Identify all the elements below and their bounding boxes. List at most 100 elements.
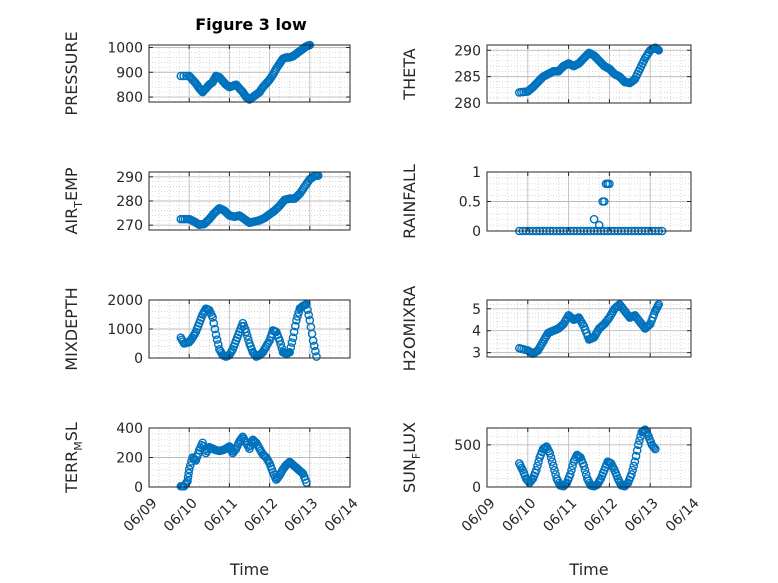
series-mixdepth <box>176 300 321 361</box>
data-point <box>600 197 609 206</box>
axes-frame <box>486 427 692 488</box>
y-axis-label-main: SUN <box>400 459 419 493</box>
x-ticks <box>486 172 692 231</box>
data-point <box>287 338 297 347</box>
y-tick-label: 1000 <box>107 40 143 56</box>
y-tick-label: 900 <box>116 65 143 81</box>
y-axis-label-subscript: F <box>410 453 423 459</box>
subplot-theta: 280 285 290 THETA <box>400 43 692 112</box>
y-axis-label-main: PRESSURE <box>62 31 81 115</box>
y-axis-label: H2OMIXRA <box>400 286 419 372</box>
series-airtemp <box>176 171 323 229</box>
subplot-mixdepth: 0 1000 2000 MIXDEPTH <box>62 287 351 371</box>
y-axis-label-main: RAINFALL <box>400 164 419 239</box>
data-point <box>290 321 300 331</box>
data-point <box>184 464 194 474</box>
data-point <box>242 331 252 341</box>
data-point <box>241 327 251 337</box>
data-point <box>634 440 643 450</box>
data-point <box>285 347 295 357</box>
x-ticks <box>486 45 692 103</box>
series-sunflux <box>515 425 660 491</box>
data-point <box>212 335 222 344</box>
data-point <box>628 465 637 475</box>
subplot-grid: 800 900 1000 PRESSURE 280 285 290 THETA 27028029… <box>62 31 703 579</box>
data-point <box>527 475 537 485</box>
data-point <box>644 320 654 330</box>
y-tick-label: 270 <box>116 218 143 234</box>
x-ticks <box>148 45 351 102</box>
y-tick-label: 290 <box>116 170 143 186</box>
data-point <box>211 330 221 340</box>
data-point <box>304 310 313 320</box>
y-tick-label: 285 <box>454 70 481 86</box>
series-h2omixra <box>515 300 664 359</box>
y-axis-label-main: TERR <box>62 451 81 494</box>
data-point <box>311 346 320 356</box>
subplot-rainfall: 0 0.5 1 RAINFALL <box>400 164 692 240</box>
major-grid <box>486 300 692 357</box>
axes-frame <box>486 299 692 358</box>
y-axis-label: MIXDEPTH <box>62 287 81 370</box>
x-ticks <box>486 300 692 357</box>
subplot-airtemp: 270 280 290 AIRTEMP <box>62 167 351 235</box>
series-pressure <box>176 40 315 104</box>
data-point <box>184 468 193 478</box>
series-terrmsl <box>176 432 311 491</box>
y-tick-labels: 3 4 5 <box>472 302 691 362</box>
y-tick-label: 500 <box>454 438 481 454</box>
data-point <box>589 214 599 224</box>
y-tick-label: 5 <box>472 302 481 318</box>
data-point <box>631 451 641 461</box>
data-point <box>594 220 604 230</box>
series-theta <box>515 43 664 97</box>
x-axis-label: Time <box>229 560 269 579</box>
y-tick-labels: 0 1000 2000 <box>107 293 350 367</box>
data-point <box>632 446 642 455</box>
y-axis-label: THETA <box>400 48 419 100</box>
data-point <box>605 179 614 189</box>
axes-frame <box>148 44 351 103</box>
data-point <box>302 300 311 309</box>
data-point <box>210 324 220 334</box>
data-point <box>275 336 284 345</box>
data-point <box>209 318 219 328</box>
y-tick-label: 280 <box>454 96 481 112</box>
data-point <box>303 305 312 314</box>
y-axis-label: AIRTEMP <box>62 167 85 234</box>
y-axis-label-subscript: M <box>72 441 85 451</box>
y-tick-label: 3 <box>472 346 481 362</box>
y-axis-label-main: THETA <box>400 48 419 100</box>
data-point <box>654 45 664 55</box>
data-point <box>276 340 286 349</box>
y-tick-labels: 270 280 290 <box>116 170 350 234</box>
axes-frame <box>486 44 692 104</box>
data-point <box>566 470 575 479</box>
y-tick-labels: 800 900 1000 <box>107 40 350 106</box>
y-axis-label-suffix: LUX <box>400 422 419 453</box>
y-axis-label: SUNFLUX <box>400 422 423 493</box>
x-axis-label: Time <box>568 560 608 579</box>
y-tick-label: 800 <box>116 90 143 106</box>
data-point <box>176 71 186 81</box>
y-axis-label: RAINFALL <box>400 164 419 239</box>
data-point <box>182 71 191 81</box>
y-tick-label: 0 <box>134 480 143 496</box>
data-point <box>183 476 192 486</box>
data-point <box>580 465 590 475</box>
subplot-pressure: 800 900 1000 PRESSURE <box>62 31 351 116</box>
data-point <box>286 343 296 352</box>
y-tick-label: 4 <box>472 324 481 340</box>
y-tick-label: 400 <box>116 421 143 437</box>
axes-background <box>487 428 691 487</box>
data-point <box>579 461 589 471</box>
data-point <box>549 461 558 471</box>
y-tick-label: 0.5 <box>459 195 481 211</box>
x-ticks <box>148 172 351 230</box>
data-point <box>532 465 541 475</box>
y-tick-label: 1 <box>472 165 481 181</box>
y-tick-labels: 0 500 <box>454 438 691 496</box>
data-point <box>654 300 664 309</box>
data-point <box>546 453 556 462</box>
y-tick-label: 0 <box>472 224 481 240</box>
